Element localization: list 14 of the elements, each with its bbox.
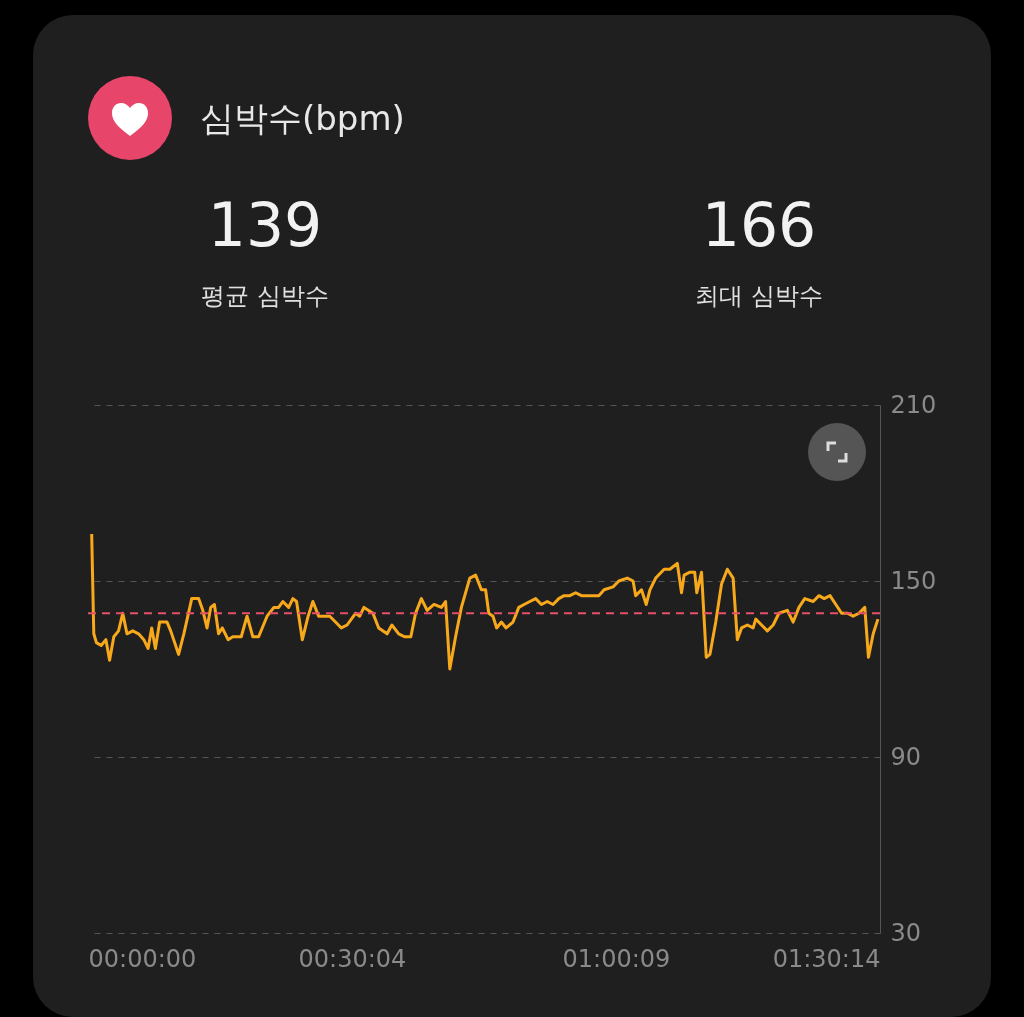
text: 139 — [206, 190, 324, 260]
x-tick-label: 00:30:04 — [298, 944, 407, 973]
y-tick-label: 90 — [890, 742, 922, 771]
x-tick-label: 01:00:09 — [562, 944, 671, 973]
x-tick-label: 01:30:14 — [772, 944, 881, 973]
text: 최대 심박수 — [694, 281, 824, 312]
line-series — [90, 532, 880, 671]
text: 166 — [700, 190, 818, 260]
chart-title: 심박수(bpm) — [200, 97, 405, 140]
x-tick-label: 00:00:00 — [88, 944, 197, 973]
y-tick-label: 30 — [890, 918, 922, 947]
y-tick-label: 210 — [890, 390, 937, 419]
y-tick-label: 150 — [890, 566, 937, 595]
text: 평균 심박수 — [200, 281, 330, 312]
